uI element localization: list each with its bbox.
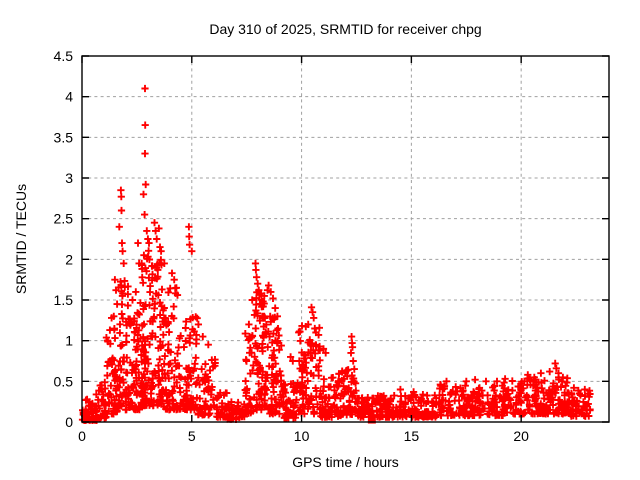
y-tick-label: 1.5: [54, 292, 74, 308]
y-tick-label: 3.5: [54, 129, 74, 145]
x-tick-label: 20: [513, 428, 529, 444]
grid-lines: [82, 55, 609, 422]
y-tick-label: 4.5: [54, 48, 74, 64]
x-axis-label: GPS time / hours: [292, 454, 399, 470]
x-tick-label: 0: [78, 428, 86, 444]
y-tick-label: 1: [65, 333, 73, 349]
y-tick-label: 3: [65, 170, 73, 186]
y-tick-label: 2: [65, 251, 73, 267]
square-marker: [367, 415, 376, 424]
y-tick-label: 4: [65, 89, 73, 105]
y-tick-label: 0.5: [54, 373, 74, 389]
plot-border: [81, 55, 610, 423]
data-points: [78, 84, 594, 424]
tick-marks: [81, 55, 609, 423]
y-tick-label: 2.5: [54, 211, 74, 227]
x-tick-label: 10: [294, 428, 310, 444]
x-tick-label: 15: [404, 428, 420, 444]
y-axis-label: SRMTID / TECUs: [13, 183, 29, 295]
chart-title: Day 310 of 2025, SRMTID for receiver chp…: [209, 21, 482, 37]
y-tick-label: 0: [65, 414, 73, 430]
x-tick-label: 5: [188, 428, 196, 444]
